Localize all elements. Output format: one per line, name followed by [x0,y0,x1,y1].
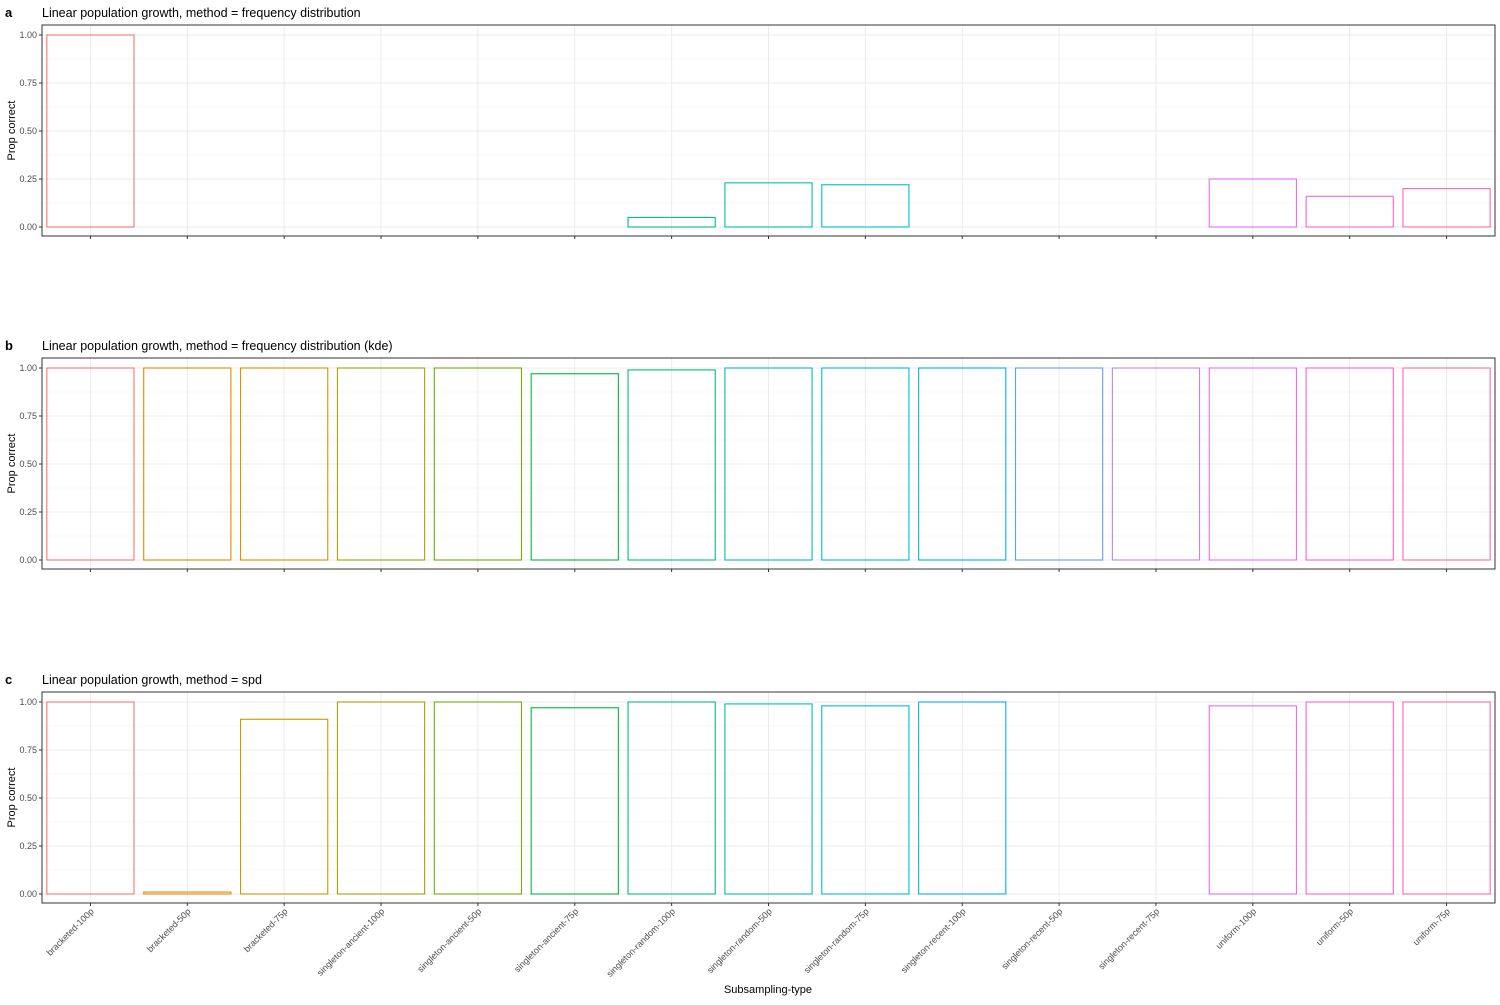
panel-a-bar-uniform-50p [1305,195,1394,228]
panel-c-bar-bracketed-100p [46,701,135,895]
panel-c-bar-uniform-100p [1208,705,1297,895]
x-tick-label-singleton-ancient-50p: singleton-ancient-50p [415,906,483,974]
panel-c-bar-bracketed-75p [240,718,329,895]
panel-a-bar-uniform-100p [1208,178,1297,228]
panel-c-bar-singleton-ancient-75p [530,707,619,895]
panel-b-bar-singleton-recent-100p [918,367,1007,561]
panel-b-bar-singleton-random-75p [821,367,910,561]
panel-c-bar-uniform-50p [1305,701,1394,895]
panel-c-y-tick-label: 0.00 [19,889,37,899]
panel-a-y-axis-title: Prop correct [6,101,18,161]
x-tick-label-bracketed-100p: bracketed-100p [45,906,96,957]
x-tick-label-singleton-random-50p: singleton-random-50p [705,906,774,975]
panel-b-y-tick-label: 0.50 [19,459,37,469]
panel-c-y-tick-label: 0.25 [19,841,37,851]
x-tick-label-uniform-100p: uniform-100p [1214,906,1259,951]
panel-a-bar-singleton-random-75p [821,184,910,228]
panel-b-y-tick-label: 0.00 [19,555,37,565]
panel-c-title: Linear population growth, method = spd [42,673,262,687]
panel-b-bar-singleton-recent-75p [1111,367,1201,561]
panel-a-bar-singleton-random-50p [724,182,813,228]
x-tick-label-bracketed-50p: bracketed-50p [145,906,193,954]
panel-a-title: Linear population growth, method = frequ… [42,6,361,20]
x-tick-label-uniform-75p: uniform-75p [1411,906,1452,947]
panel-c-y-tick-label: 0.50 [19,793,37,803]
panel-b-y-tick-label: 0.25 [19,507,37,517]
x-tick-label-singleton-recent-50p: singleton-recent-50p [999,906,1064,971]
panel-c-bar-singleton-ancient-100p [336,701,426,895]
x-tick-label-singleton-ancient-75p: singleton-ancient-75p [512,906,580,974]
panel-c-bar-singleton-random-100p [627,701,716,895]
panel-c-tag: c [5,672,12,687]
x-tick-label-bracketed-75p: bracketed-75p [242,906,290,954]
panel-b-bar-singleton-random-50p [724,367,813,561]
panel-b-y-axis-title: Prop correct [6,434,18,494]
panel-b-bar-uniform-75p [1402,367,1491,561]
panel-c-bar-singleton-ancient-50p [433,701,523,895]
panel-c-bar-uniform-75p [1402,701,1491,895]
panel-b-bar-singleton-recent-50p [1014,367,1104,561]
panel-c-bar-singleton-random-75p [821,705,910,895]
panel-b-bar-bracketed-50p [143,367,232,561]
panel-c-y-tick-label: 1.00 [19,697,37,707]
panel-b-bar-bracketed-75p [240,367,329,561]
x-axis-title: Subsampling-type [724,984,812,996]
panel-b-bar-uniform-100p [1208,367,1297,561]
panel-c-bar-bracketed-50p [143,891,232,895]
panel-b-y-tick-label: 1.00 [19,363,37,373]
panel-b-bar-uniform-50p [1305,367,1394,561]
panel-b-tag: b [5,338,13,353]
panel-c-y-axis-title: Prop correct [6,768,18,828]
panel-b-bar-singleton-ancient-50p [433,367,523,561]
panel-a-bar-bracketed-100p [46,34,135,228]
panel-a-y-tick-label: 0.75 [19,78,37,88]
panel-a-y-tick-label: 0.50 [19,126,37,136]
panel-b-title: Linear population growth, method = frequ… [42,339,393,353]
panel-a-y-tick-label: 0.00 [19,222,37,232]
x-tick-label-singleton-recent-75p: singleton-recent-75p [1096,906,1161,971]
panel-c-bar-singleton-random-50p [724,703,813,895]
x-tick-label-singleton-ancient-100p: singleton-ancient-100p [315,906,386,977]
panel-a-tag: a [5,5,13,20]
x-tick-label-singleton-random-100p: singleton-random-100p [605,906,678,979]
panel-b-bar-singleton-ancient-75p [530,373,619,561]
x-tick-label-singleton-recent-100p: singleton-recent-100p [899,906,968,975]
panel-a-y-tick-label: 0.25 [19,174,37,184]
panel-a-bar-uniform-75p [1402,188,1491,228]
panel-b-bar-bracketed-100p [46,367,135,561]
panel-c-y-tick-label: 0.75 [19,745,37,755]
panel-b-bar-singleton-random-100p [627,369,716,561]
x-tick-label-uniform-50p: uniform-50p [1314,906,1355,947]
panel-b-y-tick-label: 0.75 [19,411,37,421]
panel-c-bar-singleton-recent-100p [918,701,1007,895]
panel-a-y-tick-label: 1.00 [19,30,37,40]
x-tick-label-singleton-random-75p: singleton-random-75p [802,906,871,975]
panel-b-bar-singleton-ancient-100p [336,367,426,561]
panel-a-bar-singleton-random-100p [627,216,716,228]
